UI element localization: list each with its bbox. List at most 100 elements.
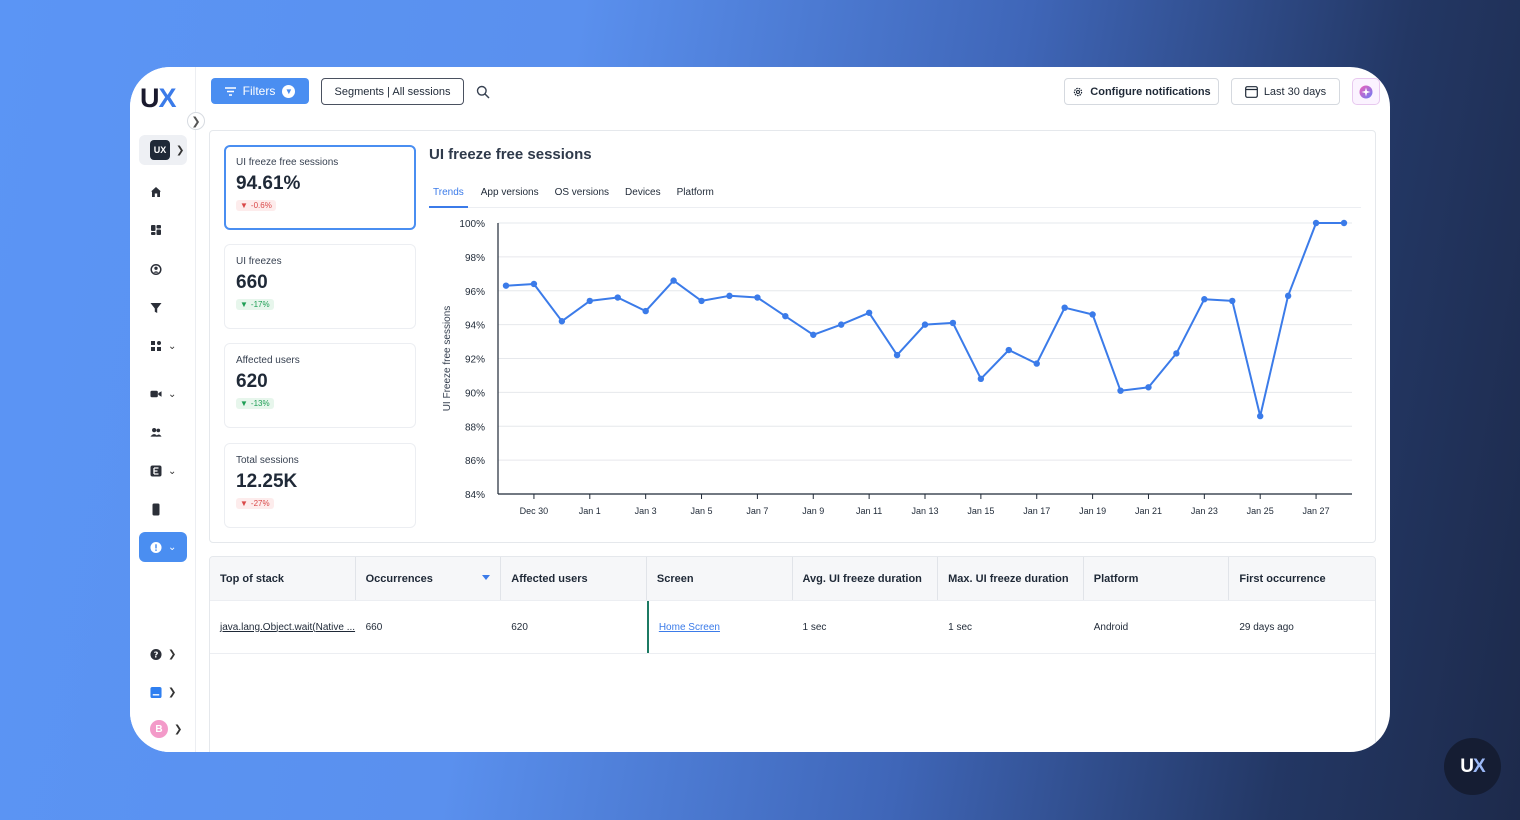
cell-platform: Android (1093, 621, 1129, 633)
triangle-down-icon: ▼ (240, 399, 248, 408)
data-point (1257, 412, 1264, 420)
data-point (642, 307, 649, 315)
column-header-max-duration[interactable]: Max. UI freeze duration (938, 557, 1084, 600)
sidebar-item-inbox[interactable]: ❯ (139, 677, 187, 707)
column-header-platform[interactable]: Platform (1084, 557, 1230, 600)
home-icon (150, 186, 162, 198)
x-tick-label: Jan 19 (1079, 506, 1106, 516)
data-point (502, 282, 510, 289)
sidebar-item-home[interactable] (139, 177, 187, 207)
kpi-card-total-sessions[interactable]: Total sessions 12.25K ▼ -27% (224, 443, 416, 528)
sidebar-item-dashboards[interactable] (139, 215, 187, 245)
date-range-label: Last 30 days (1263, 85, 1327, 98)
column-header-top-of-stack[interactable]: Top of stack (210, 557, 356, 600)
kpi-label: Total sessions (236, 455, 299, 466)
sidebar-item-users[interactable] (139, 417, 187, 447)
app-switcher[interactable]: UX ❯ (139, 135, 187, 165)
sidebar-item-devices[interactable] (139, 494, 187, 524)
date-range-button[interactable]: Last 30 days (1231, 78, 1340, 105)
x-tick-label: Jan 17 (1023, 506, 1050, 516)
help-icon: ? (150, 648, 162, 660)
filters-button[interactable]: Filters ▼ (211, 78, 309, 104)
sort-desc-icon[interactable] (482, 575, 491, 580)
configure-notifications-button[interactable]: Configure notifications (1064, 78, 1219, 105)
x-tick-label: Jan 23 (1191, 506, 1218, 516)
kpi-card-freeze-free-sessions[interactable]: UI freeze free sessions 94.61% ▼ -0.6% (224, 145, 416, 230)
sidebar-item-help[interactable]: ? ❯ (139, 639, 187, 669)
data-point (1312, 219, 1320, 227)
triangle-down-icon: ▼ (240, 300, 248, 309)
tab-devices[interactable]: Devices (625, 187, 661, 198)
segments-button[interactable]: Segments | All sessions (321, 78, 464, 105)
x-tick-label: Dec 30 (520, 506, 549, 516)
y-tick-label: 96% (465, 287, 485, 298)
user-sync-icon (150, 263, 162, 275)
sidebar-item-users-flow[interactable] (139, 254, 187, 284)
kpi-label: UI freeze free sessions (236, 157, 339, 168)
data-point (1005, 346, 1012, 354)
column-header-avg-duration[interactable]: Avg. UI freeze duration (793, 557, 939, 600)
sidebar-item-session-replay[interactable]: ⌄ (139, 379, 187, 409)
column-header-label: Occurrences (365, 572, 433, 585)
kpi-label: Affected users (236, 355, 300, 366)
avatar: B (150, 720, 168, 738)
badge-x: X (1473, 755, 1486, 777)
sparkle-icon (1359, 85, 1373, 98)
sidebar-item-events[interactable]: ⌄ (139, 456, 187, 486)
data-point (1061, 304, 1068, 311)
y-tick-label: 92% (465, 355, 485, 366)
search-icon[interactable] (476, 85, 490, 99)
calendar-icon (1244, 85, 1258, 98)
data-point (1229, 297, 1236, 305)
data-point (1089, 311, 1096, 318)
kpi-value: 620 (236, 371, 268, 392)
tab-platform[interactable]: Platform (676, 187, 714, 198)
data-point (1284, 292, 1292, 300)
data-point (1201, 296, 1208, 303)
filter-lines-icon (224, 86, 236, 96)
y-tick-label: 98% (465, 253, 485, 264)
configure-notifications-label: Configure notifications (1090, 85, 1211, 98)
badge-u: U (1460, 755, 1474, 777)
column-header-first-occurrence[interactable]: First occurrence (1239, 572, 1326, 585)
data-point (698, 297, 705, 305)
table-row[interactable]: java.lang.Object.wait(Native ... 660 620… (210, 601, 1375, 654)
y-tick-label: 100% (459, 219, 485, 230)
column-header-occurrences[interactable]: Occurrences (356, 557, 502, 600)
table-header: Top of stack Occurrences Affected users … (210, 557, 1375, 601)
data-point (810, 331, 817, 338)
kpi-value: 94.61% (236, 173, 301, 194)
sidebar-item-funnels[interactable] (139, 293, 187, 323)
kpi-card-ui-freezes[interactable]: UI freezes 660 ▼ -17% (224, 244, 416, 329)
x-tick-label: Jan 7 (746, 506, 768, 516)
data-point (865, 309, 873, 316)
dashboard-icon (150, 224, 162, 236)
sidebar-item-issues[interactable]: ⌄ (139, 532, 187, 562)
cell-first-occurrence: 29 days ago (1239, 621, 1294, 633)
kpi-delta: -27% (250, 499, 270, 508)
sidebar-item-profile[interactable]: B ❯ (139, 714, 187, 744)
chevron-right-icon: ❯ (168, 686, 177, 698)
column-header-screen[interactable]: Screen (647, 557, 793, 600)
data-point (1033, 360, 1040, 367)
screen-link[interactable]: Home Screen (658, 621, 720, 633)
sidebar-collapse-button[interactable]: ❯ (187, 112, 205, 130)
tab-os-versions[interactable]: OS versions (554, 187, 610, 198)
ai-assistant-button[interactable] (1352, 78, 1380, 105)
cell-max-duration: 1 sec (948, 621, 973, 633)
chevron-down-icon: ⌄ (168, 340, 177, 352)
column-header-affected-users[interactable]: Affected users (501, 557, 647, 600)
users-icon (150, 426, 162, 438)
chart-tabs: Trends App versions OS versions Devices … (429, 183, 1361, 208)
data-point (1173, 350, 1180, 357)
tab-app-versions[interactable]: App versions (480, 187, 539, 198)
sidebar-item-features[interactable]: ⌄ (139, 331, 187, 361)
tab-trends[interactable]: Trends (429, 183, 468, 208)
logo[interactable]: UX (140, 83, 177, 114)
events-icon (150, 465, 162, 477)
kpi-card-affected-users[interactable]: Affected users 620 ▼ -13% (224, 343, 416, 428)
cell-top-of-stack[interactable]: java.lang.Object.wait(Native ... (220, 621, 356, 633)
kpi-delta-badge: ▼ -17% (236, 299, 274, 310)
x-tick-label: Jan 13 (911, 506, 938, 516)
